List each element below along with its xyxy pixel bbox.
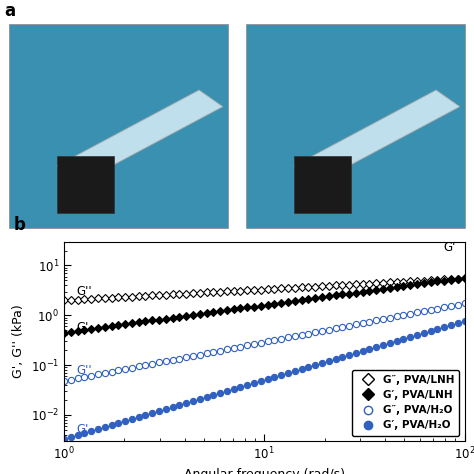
Polygon shape bbox=[57, 156, 114, 213]
Text: a: a bbox=[5, 2, 16, 20]
FancyBboxPatch shape bbox=[9, 24, 228, 228]
Text: G': G' bbox=[76, 423, 89, 436]
Polygon shape bbox=[294, 156, 351, 213]
Text: G'': G'' bbox=[76, 285, 92, 298]
X-axis label: Angular frequency (rad/s): Angular frequency (rad/s) bbox=[184, 468, 345, 474]
Y-axis label: G', G'' (kPa): G', G'' (kPa) bbox=[12, 304, 25, 378]
Text: G': G' bbox=[443, 241, 456, 254]
Polygon shape bbox=[294, 90, 460, 182]
Polygon shape bbox=[57, 90, 223, 182]
Text: G': G' bbox=[76, 321, 89, 334]
FancyBboxPatch shape bbox=[246, 24, 465, 228]
Text: PVA/LNH: PVA/LNH bbox=[294, 7, 344, 20]
Text: G'': G'' bbox=[76, 364, 92, 377]
Legend: G″, PVA/LNH, G′, PVA/LNH, G″, PVA/H₂O, G′, PVA/H₂O: G″, PVA/LNH, G′, PVA/LNH, G″, PVA/H₂O, G… bbox=[352, 370, 459, 436]
Text: b: b bbox=[14, 216, 26, 234]
Text: PVA/H₂O: PVA/H₂O bbox=[57, 7, 106, 20]
